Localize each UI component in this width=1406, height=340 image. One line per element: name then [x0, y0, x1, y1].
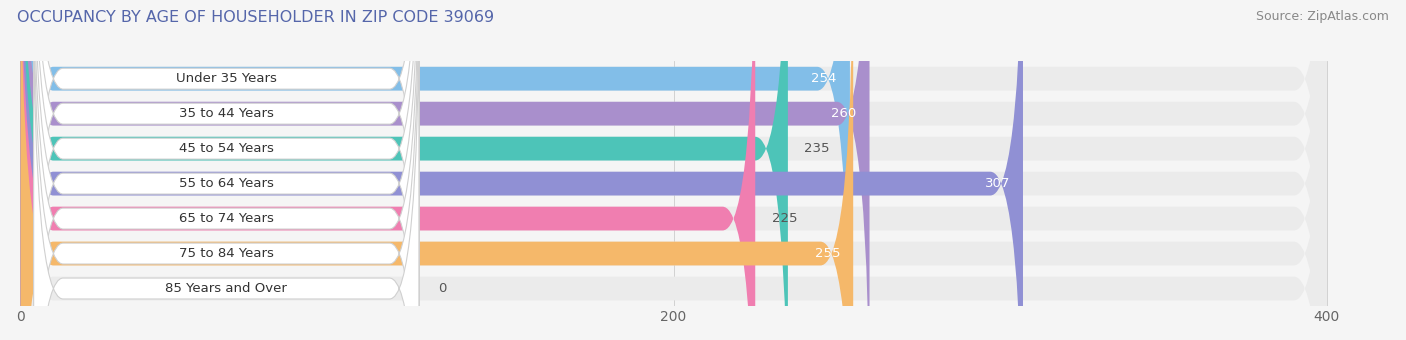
Text: 75 to 84 Years: 75 to 84 Years: [179, 247, 274, 260]
Text: 254: 254: [811, 72, 837, 85]
Text: 55 to 64 Years: 55 to 64 Years: [179, 177, 274, 190]
Text: 225: 225: [772, 212, 797, 225]
Text: Source: ZipAtlas.com: Source: ZipAtlas.com: [1256, 10, 1389, 23]
Text: Under 35 Years: Under 35 Years: [176, 72, 277, 85]
FancyBboxPatch shape: [21, 0, 787, 340]
FancyBboxPatch shape: [34, 0, 419, 340]
Text: 255: 255: [814, 247, 841, 260]
FancyBboxPatch shape: [34, 0, 419, 340]
FancyBboxPatch shape: [21, 0, 1327, 340]
FancyBboxPatch shape: [21, 0, 1024, 340]
Text: 235: 235: [804, 142, 830, 155]
FancyBboxPatch shape: [21, 0, 851, 340]
FancyBboxPatch shape: [21, 0, 1327, 340]
Text: 65 to 74 Years: 65 to 74 Years: [179, 212, 274, 225]
Text: 35 to 44 Years: 35 to 44 Years: [179, 107, 274, 120]
FancyBboxPatch shape: [34, 0, 419, 340]
Text: 45 to 54 Years: 45 to 54 Years: [179, 142, 274, 155]
Text: 0: 0: [439, 282, 447, 295]
FancyBboxPatch shape: [34, 0, 419, 340]
Text: 260: 260: [831, 107, 856, 120]
FancyBboxPatch shape: [21, 0, 1327, 340]
FancyBboxPatch shape: [21, 0, 1327, 340]
FancyBboxPatch shape: [34, 0, 419, 340]
FancyBboxPatch shape: [21, 0, 853, 340]
FancyBboxPatch shape: [21, 0, 869, 340]
FancyBboxPatch shape: [34, 0, 419, 340]
FancyBboxPatch shape: [21, 0, 1327, 340]
FancyBboxPatch shape: [34, 0, 419, 340]
FancyBboxPatch shape: [21, 0, 1327, 340]
FancyBboxPatch shape: [21, 0, 755, 340]
Text: 307: 307: [984, 177, 1010, 190]
FancyBboxPatch shape: [21, 0, 1327, 340]
Text: OCCUPANCY BY AGE OF HOUSEHOLDER IN ZIP CODE 39069: OCCUPANCY BY AGE OF HOUSEHOLDER IN ZIP C…: [17, 10, 494, 25]
Text: 85 Years and Over: 85 Years and Over: [166, 282, 287, 295]
